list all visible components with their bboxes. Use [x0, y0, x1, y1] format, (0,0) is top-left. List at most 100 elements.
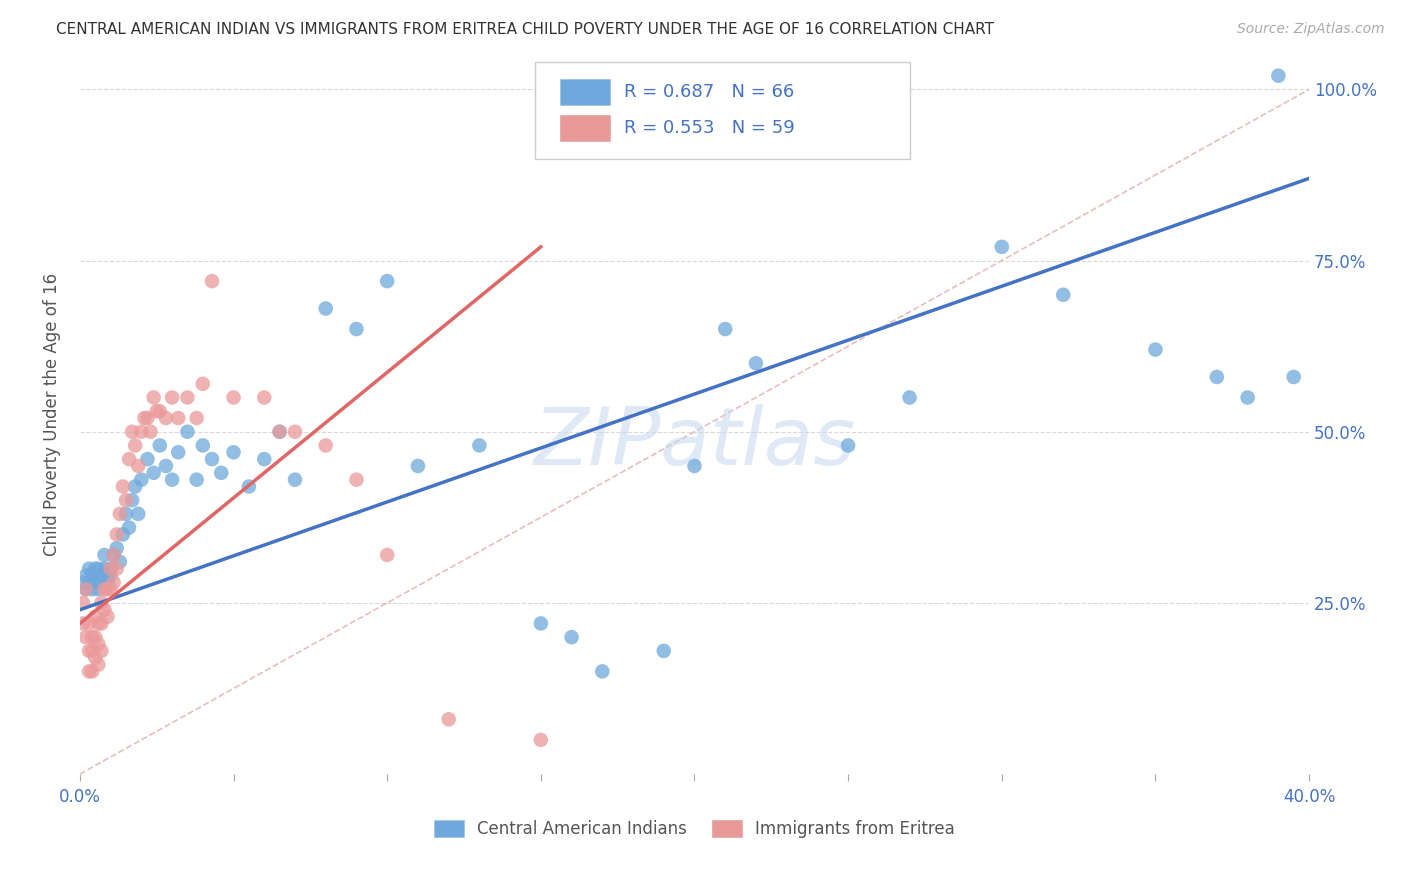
Point [90, 616, 112, 631]
Point [100, 582, 122, 597]
Point [134, 411, 156, 425]
Point [136, 452, 159, 467]
Point [142, 466, 165, 480]
Point [75, 582, 97, 597]
Point [121, 493, 143, 508]
Point [105, 541, 128, 556]
Point [90, 575, 112, 590]
Point [1267, 69, 1289, 83]
Point [437, 712, 460, 726]
Point [652, 644, 675, 658]
Point [1282, 370, 1305, 384]
Point [176, 425, 198, 439]
Point [82, 644, 104, 658]
Point [96, 575, 118, 590]
Point [82, 582, 104, 597]
Point [87, 616, 110, 631]
Point [93, 603, 115, 617]
Point [127, 507, 149, 521]
Point [142, 391, 165, 405]
Point [149, 404, 172, 418]
Point [82, 568, 104, 582]
Point [167, 445, 190, 459]
Point [284, 425, 307, 439]
Point [87, 582, 110, 597]
Point [149, 438, 172, 452]
Point [315, 438, 337, 452]
Point [131, 425, 153, 439]
Point [131, 473, 153, 487]
Point [222, 391, 245, 405]
Point [269, 425, 291, 439]
Point [1144, 343, 1167, 357]
Point [346, 322, 368, 336]
Point [77, 644, 100, 658]
Point [82, 665, 104, 679]
Text: CENTRAL AMERICAN INDIAN VS IMMIGRANTS FROM ERITREA CHILD POVERTY UNDER THE AGE O: CENTRAL AMERICAN INDIAN VS IMMIGRANTS FR… [56, 22, 994, 37]
Point [103, 548, 125, 562]
Point [145, 404, 167, 418]
Point [82, 630, 104, 644]
Point [530, 616, 553, 631]
Point [77, 575, 100, 590]
FancyBboxPatch shape [534, 62, 910, 160]
Point [1052, 287, 1074, 301]
Point [284, 473, 307, 487]
Y-axis label: Child Poverty Under the Age of 16: Child Poverty Under the Age of 16 [44, 273, 60, 557]
Point [991, 240, 1014, 254]
Point [468, 438, 491, 452]
Point [160, 391, 183, 405]
Point [167, 411, 190, 425]
Point [155, 458, 177, 473]
Point [96, 568, 118, 582]
Point [75, 568, 97, 582]
Point [77, 562, 100, 576]
Point [201, 452, 224, 467]
Point [100, 568, 122, 582]
Point [837, 438, 859, 452]
Point [253, 391, 276, 405]
Point [93, 562, 115, 576]
Point [75, 582, 97, 597]
Point [84, 575, 107, 590]
Point [100, 562, 122, 576]
Point [87, 562, 110, 576]
Point [87, 657, 110, 672]
Point [561, 630, 583, 644]
Point [375, 274, 398, 288]
Point [121, 425, 143, 439]
Point [84, 630, 107, 644]
Text: ZIPatlas: ZIPatlas [533, 404, 855, 483]
Point [103, 575, 125, 590]
Point [269, 425, 291, 439]
Point [118, 452, 141, 467]
Point [93, 548, 115, 562]
Point [683, 458, 706, 473]
FancyBboxPatch shape [561, 115, 610, 142]
Point [1205, 370, 1227, 384]
Point [115, 493, 138, 508]
Point [115, 507, 138, 521]
Point [186, 411, 208, 425]
Point [127, 458, 149, 473]
Point [238, 479, 260, 493]
Point [201, 274, 224, 288]
Point [87, 637, 110, 651]
Point [124, 438, 146, 452]
Legend: Central American Indians, Immigrants from Eritrea: Central American Indians, Immigrants fro… [427, 814, 962, 845]
Point [124, 479, 146, 493]
Point [209, 466, 232, 480]
Point [745, 356, 768, 370]
Point [96, 609, 118, 624]
Point [176, 391, 198, 405]
Point [108, 555, 131, 569]
Point [406, 458, 429, 473]
Point [84, 609, 107, 624]
Text: R = 0.553   N = 59: R = 0.553 N = 59 [624, 119, 796, 136]
FancyBboxPatch shape [561, 78, 610, 105]
Point [77, 616, 100, 631]
Point [898, 391, 921, 405]
Point [346, 473, 368, 487]
Point [108, 507, 131, 521]
Point [186, 473, 208, 487]
